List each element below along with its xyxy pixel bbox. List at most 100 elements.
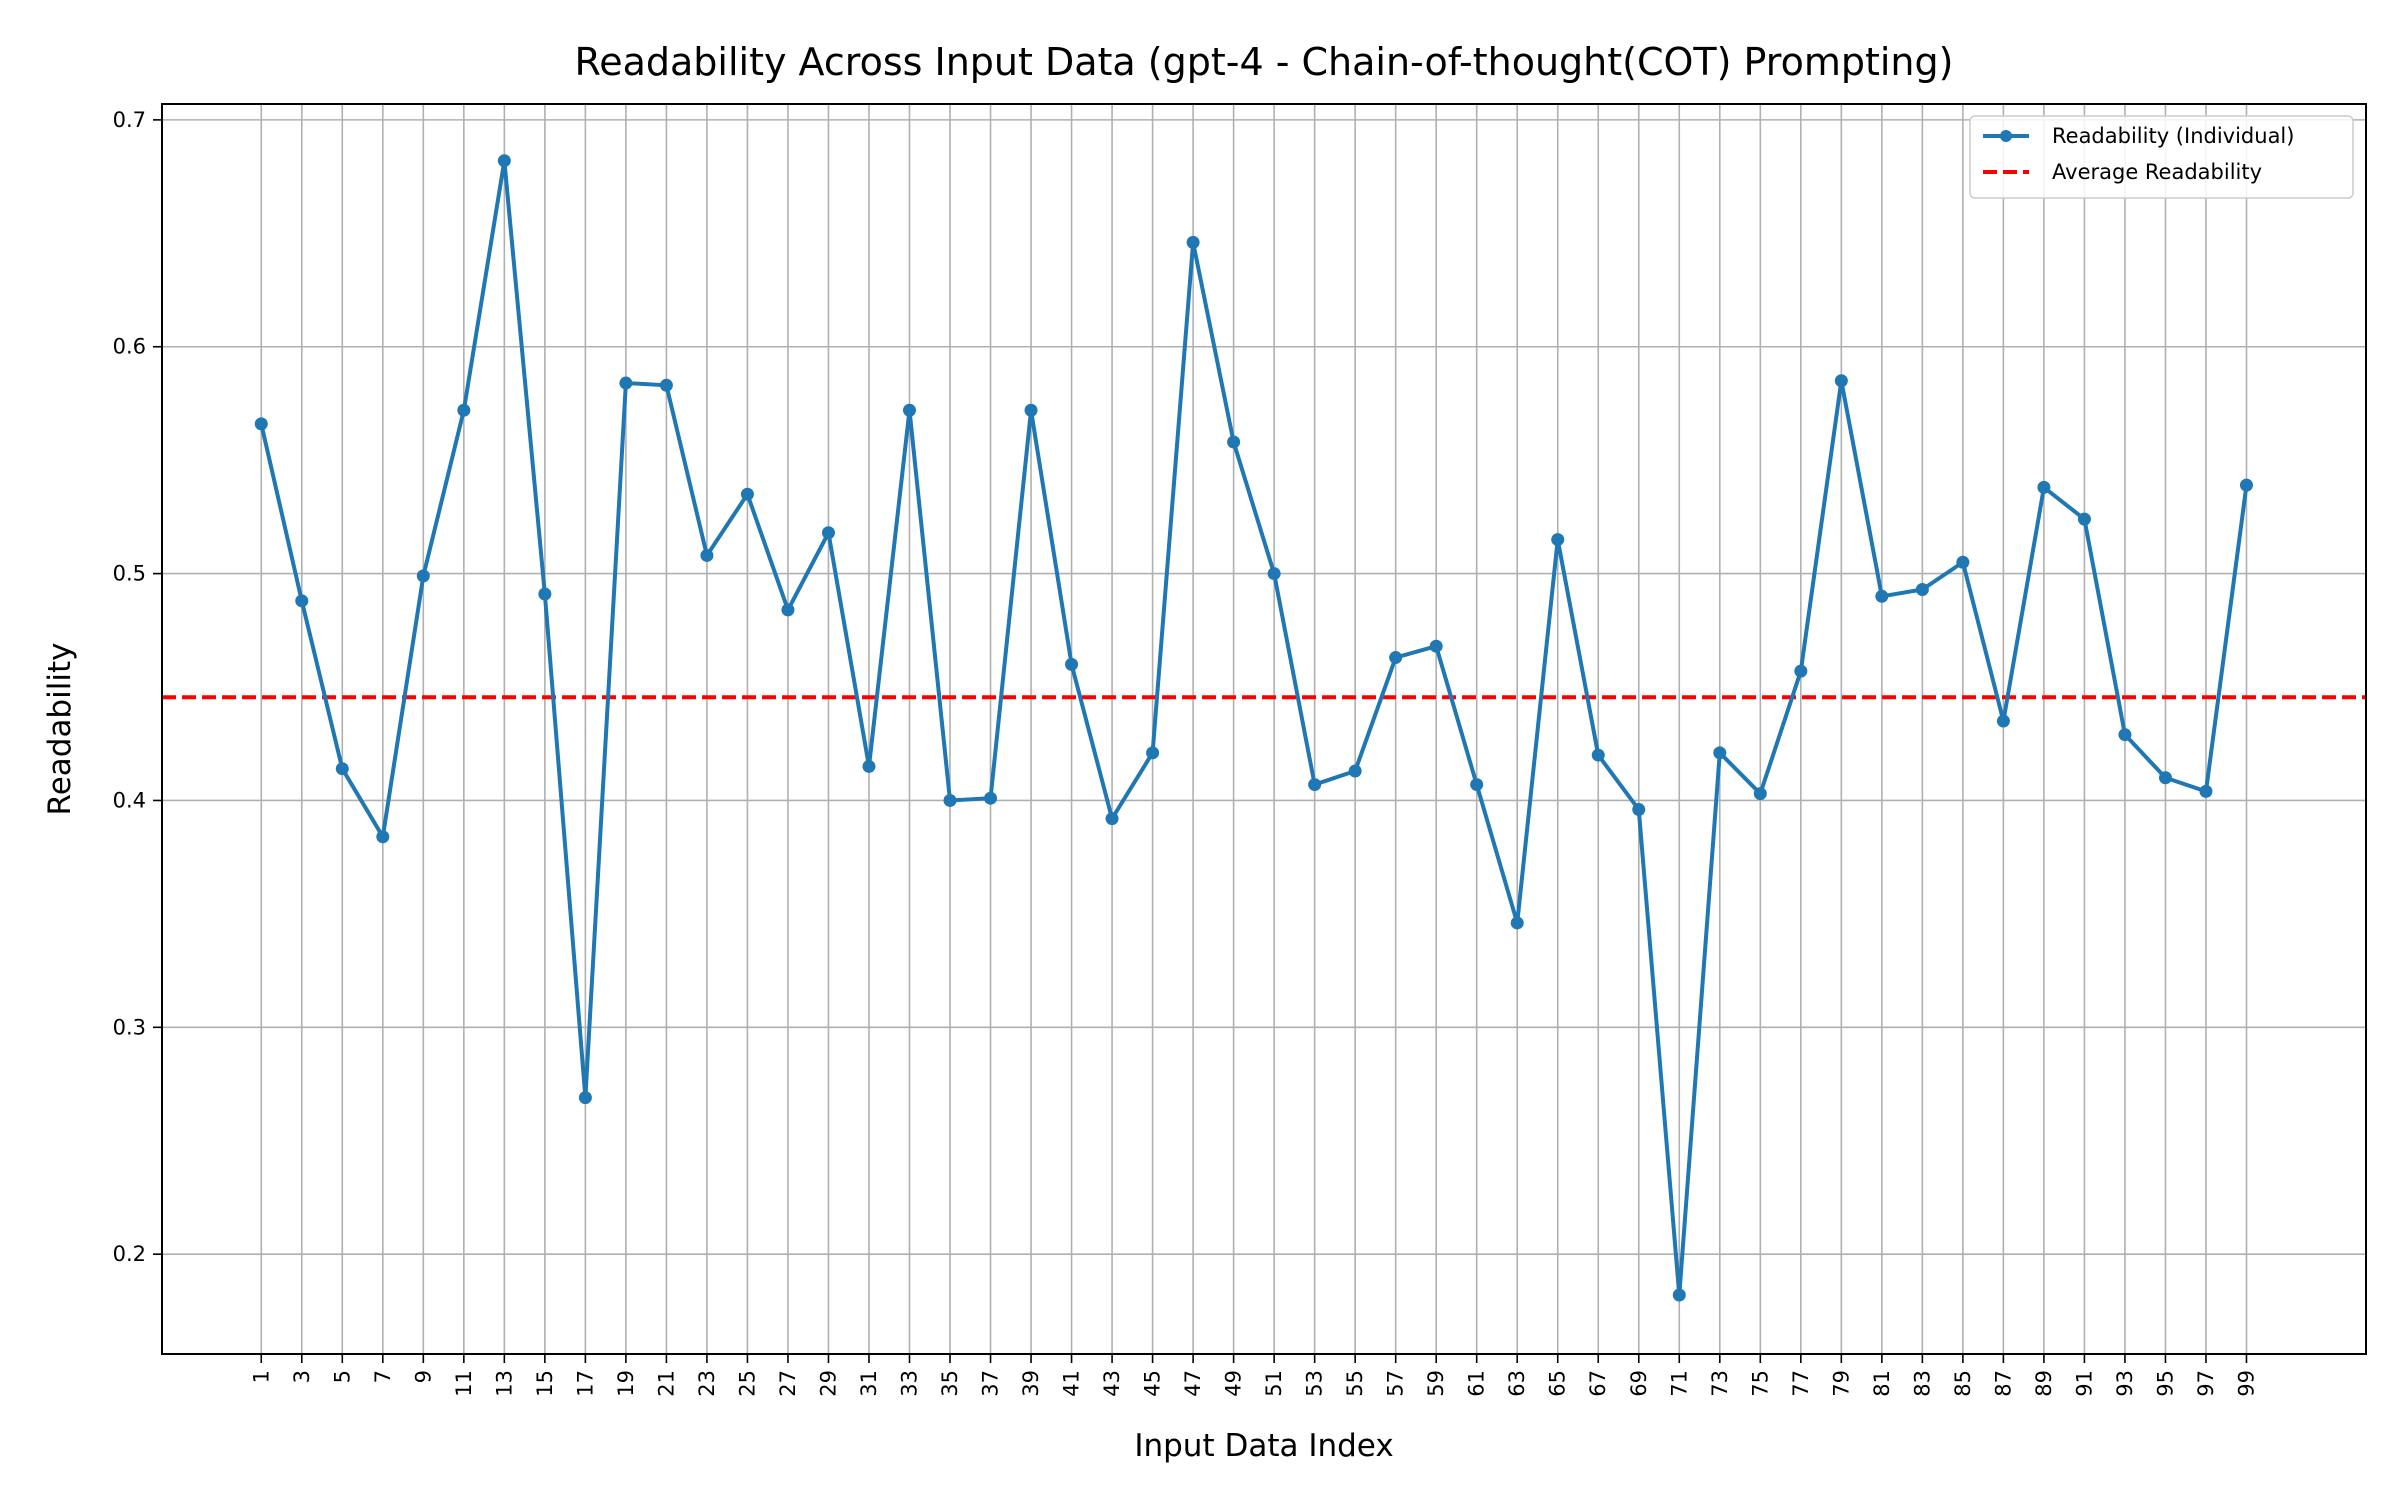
x-tick-label: 19 [614, 1370, 638, 1397]
x-tick-label: 29 [816, 1370, 840, 1397]
data-point [1996, 714, 2010, 728]
data-point [821, 526, 835, 540]
x-tick-label: 49 [1222, 1370, 1246, 1397]
x-tick-label: 65 [1546, 1370, 1570, 1397]
x-tick-label: 9 [411, 1370, 435, 1383]
x-tick-label: 27 [776, 1370, 800, 1397]
x-tick-label: 5 [330, 1370, 354, 1383]
data-point [700, 548, 714, 562]
data-point [1875, 589, 1889, 603]
x-tick-label: 91 [2072, 1370, 2096, 1397]
data-point [862, 759, 876, 773]
x-tick-label: 73 [1708, 1370, 1732, 1397]
y-tick-label: 0.5 [113, 562, 146, 586]
x-tick-label: 25 [735, 1370, 759, 1397]
x-tick-label: 3 [290, 1370, 314, 1383]
x-tick-label: 51 [1262, 1370, 1286, 1397]
x-tick-label: 21 [654, 1370, 678, 1397]
data-point [1470, 778, 1484, 792]
x-tick-label: 15 [533, 1370, 557, 1397]
data-point [659, 378, 673, 392]
x-axis-ticks: 1 3 5 7 9 11 13 15 17 19 21 23 25 27 29 31 33 35 37 39 41 43 4… [249, 1354, 2258, 1397]
data-point [2077, 512, 2091, 526]
data-point [2158, 771, 2172, 785]
x-tick-label: 55 [1343, 1370, 1367, 1397]
data-point [984, 791, 998, 805]
x-tick-label: 59 [1424, 1370, 1448, 1397]
data-point [538, 587, 552, 601]
x-tick-label: 35 [938, 1370, 962, 1397]
data-point [254, 417, 268, 431]
x-tick-label: 11 [452, 1370, 476, 1397]
chart-title: Readability Across Input Data (gpt-4 - C… [575, 40, 1954, 84]
data-point [1065, 657, 1079, 671]
y-tick-label: 0.6 [113, 335, 146, 359]
x-tick-label: 77 [1789, 1370, 1813, 1397]
x-tick-label: 23 [695, 1370, 719, 1397]
x-tick-label: 17 [573, 1370, 597, 1397]
data-point [1753, 787, 1767, 801]
data-point [2199, 784, 2213, 798]
data-point [2118, 728, 2132, 742]
x-tick-label: 41 [1060, 1370, 1084, 1397]
x-tick-label: 97 [2194, 1370, 2218, 1397]
grid-lines [162, 104, 2366, 1354]
data-point [2037, 480, 2051, 494]
y-tick-label: 0.3 [113, 1015, 146, 1039]
data-point [1186, 235, 1200, 249]
data-point [1429, 639, 1443, 653]
x-tick-label: 33 [897, 1370, 921, 1397]
x-tick-label: 69 [1627, 1370, 1651, 1397]
data-point [1227, 435, 1241, 449]
x-tick-label: 85 [1951, 1370, 1975, 1397]
data-point [781, 603, 795, 617]
data-point [416, 569, 430, 583]
data-point [1672, 1288, 1686, 1302]
x-tick-label: 53 [1303, 1370, 1327, 1397]
series-line-readability-individual [259, 158, 2249, 1298]
data-point [335, 762, 349, 776]
x-tick-label: 37 [979, 1370, 1003, 1397]
data-point [1834, 374, 1848, 388]
data-point [497, 154, 511, 168]
x-tick-label: 45 [1141, 1370, 1165, 1397]
legend-label-average: Average Readability [2052, 160, 2262, 184]
x-tick-label: 1 [249, 1370, 273, 1383]
data-point [943, 793, 957, 807]
plot-frame [161, 103, 2367, 1355]
data-point [1713, 746, 1727, 760]
x-tick-label: 95 [2153, 1370, 2177, 1397]
data-point [740, 487, 754, 501]
series-layer [254, 154, 2253, 1302]
data-point [1389, 651, 1403, 665]
legend-box [1969, 115, 2354, 199]
data-point [619, 376, 633, 390]
legend-label-individual: Readability (Individual) [2052, 124, 2294, 148]
x-tick-label: 47 [1181, 1370, 1205, 1397]
data-point [902, 403, 916, 417]
y-axis-ticks: 0.2 0.3 0.4 0.5 0.6 0.7 [113, 108, 162, 1266]
data-point [1956, 555, 1970, 569]
x-tick-label: 39 [1019, 1370, 1043, 1397]
x-tick-label: 67 [1586, 1370, 1610, 1397]
data-point [1308, 778, 1322, 792]
data-point [1146, 746, 1160, 760]
x-tick-label: 99 [2234, 1370, 2258, 1397]
data-point [2239, 478, 2253, 492]
data-point [1105, 812, 1119, 826]
x-tick-label: 71 [1667, 1370, 1691, 1397]
data-point [1551, 533, 1565, 547]
y-tick-label: 0.2 [113, 1242, 146, 1266]
x-tick-label: 79 [1829, 1370, 1853, 1397]
x-tick-label: 43 [1100, 1370, 1124, 1397]
y-tick-label: 0.7 [113, 108, 146, 132]
x-tick-label: 7 [371, 1370, 395, 1383]
data-point [376, 830, 390, 844]
data-point [1024, 403, 1038, 417]
x-tick-label: 13 [492, 1370, 516, 1397]
data-point [295, 594, 309, 608]
data-point [1632, 803, 1646, 817]
x-tick-label: 57 [1384, 1370, 1408, 1397]
x-tick-label: 61 [1465, 1370, 1489, 1397]
